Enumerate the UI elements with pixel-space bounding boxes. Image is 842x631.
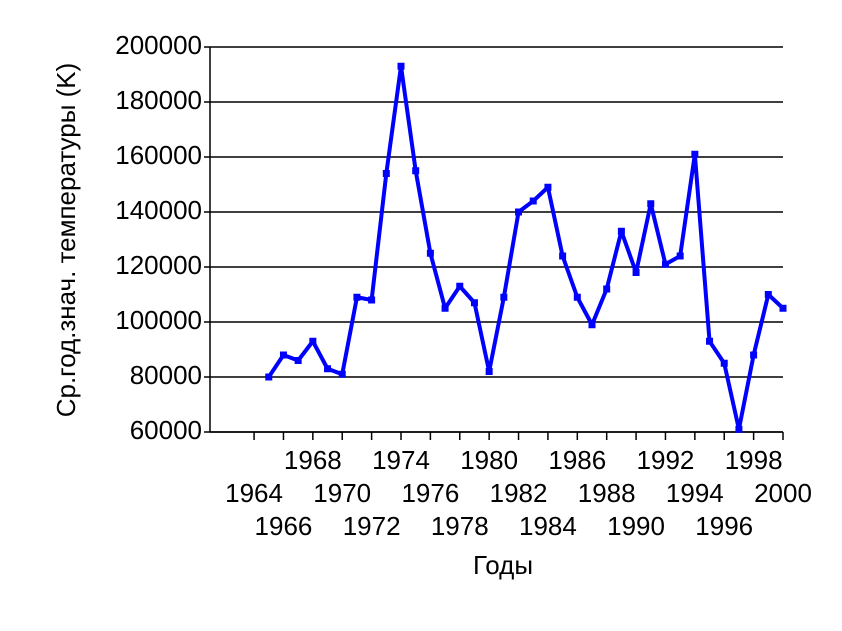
- series-line: [267, 64, 785, 432]
- x-tick-label: 1978: [431, 511, 489, 541]
- point-marker: [691, 150, 699, 158]
- point-marker: [720, 359, 728, 367]
- point-marker: [470, 299, 478, 307]
- point-marker: [647, 200, 655, 208]
- x-tick-label: 1974: [372, 445, 430, 475]
- point-marker: [573, 293, 581, 301]
- point-marker: [588, 321, 596, 329]
- x-tick-label: 1980: [460, 445, 518, 475]
- point-marker: [764, 291, 772, 298]
- point-marker: [617, 227, 625, 235]
- x-tick-label: 1968: [284, 445, 342, 475]
- point-marker: [353, 293, 361, 301]
- point-marker: [676, 252, 684, 260]
- point-marker: [661, 260, 669, 268]
- point-marker: [294, 357, 302, 364]
- y-axis-label: Ср.год.знач. температуры (K): [51, 63, 81, 418]
- point-marker: [338, 370, 346, 378]
- point-marker: [735, 425, 743, 433]
- point-marker: [544, 183, 552, 191]
- x-tick-label: 1984: [519, 511, 577, 541]
- y-tick-label: 60000: [130, 415, 202, 445]
- x-tick-label: 1976: [401, 478, 459, 508]
- point-marker: [456, 282, 464, 290]
- x-tick-label: 1998: [725, 445, 783, 475]
- x-tick-label: 1990: [607, 511, 665, 541]
- x-tick-label: 1996: [695, 511, 753, 541]
- point-marker: [485, 368, 493, 375]
- x-tick-label: 1970: [313, 478, 371, 508]
- point-marker: [397, 62, 405, 70]
- y-tick-label: 180000: [115, 85, 202, 115]
- point-marker: [368, 296, 376, 304]
- x-axis-label: Годы: [473, 550, 533, 580]
- y-tick-label: 100000: [115, 305, 202, 335]
- point-marker: [706, 337, 714, 345]
- x-tick-label: 1964: [225, 478, 283, 508]
- point-marker: [279, 351, 287, 359]
- point-marker: [265, 373, 273, 381]
- point-marker: [632, 269, 640, 276]
- y-tick-label: 80000: [130, 360, 202, 390]
- x-tick-label: 1972: [343, 511, 401, 541]
- point-marker: [324, 365, 332, 373]
- point-marker: [515, 208, 523, 216]
- point-marker: [309, 337, 317, 345]
- y-tick-label: 120000: [115, 250, 202, 280]
- point-marker: [529, 197, 537, 205]
- x-tick-label: 1994: [666, 478, 724, 508]
- x-tick-label: 1986: [548, 445, 606, 475]
- point-marker: [500, 293, 508, 301]
- point-marker: [382, 170, 390, 177]
- point-marker: [779, 304, 787, 312]
- x-tick-label: 1982: [490, 478, 548, 508]
- x-tick-label: 1992: [637, 445, 695, 475]
- point-marker: [559, 252, 567, 260]
- point-marker: [412, 167, 420, 175]
- point-marker: [750, 351, 758, 359]
- y-tick-label: 140000: [115, 195, 202, 225]
- y-tick-label: 200000: [115, 30, 202, 60]
- x-tick-label: 2000: [754, 478, 812, 508]
- point-marker: [426, 249, 434, 257]
- x-tick-label: 1966: [255, 511, 313, 541]
- point-marker: [441, 304, 449, 312]
- x-tick-label: 1988: [578, 478, 636, 508]
- y-tick-label: 160000: [115, 140, 202, 170]
- point-marker: [603, 285, 611, 293]
